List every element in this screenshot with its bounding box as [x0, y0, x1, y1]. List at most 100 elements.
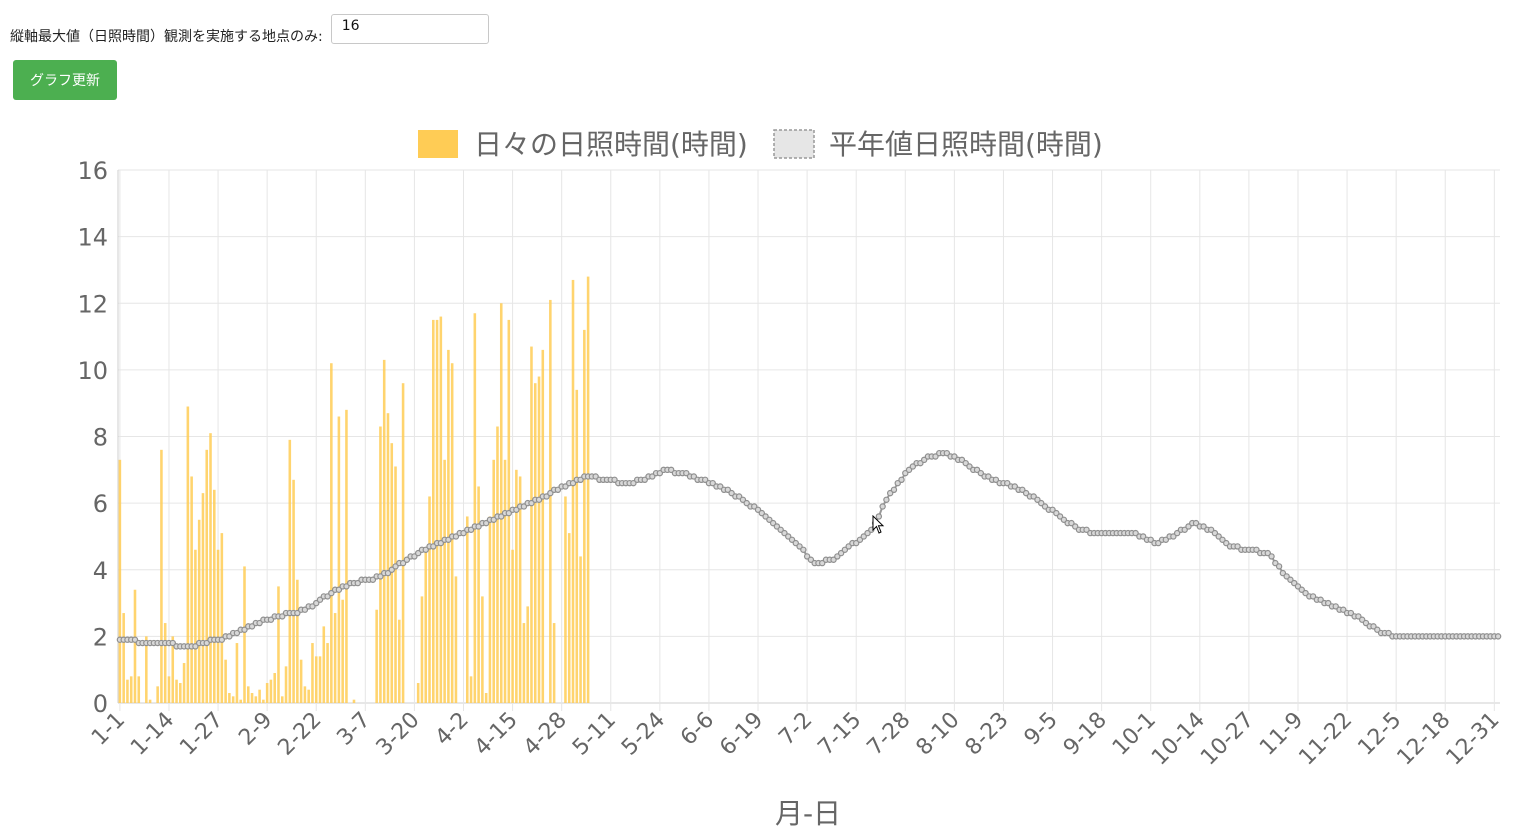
normal-sunshine-point	[1004, 479, 1011, 487]
normal-sunshine-point	[1173, 529, 1181, 537]
daily-sunshine-bar	[122, 613, 125, 703]
x-tick-label: 12-18	[1393, 708, 1456, 771]
daily-sunshine-bar	[186, 406, 190, 703]
daily-sunshine-bar	[235, 643, 239, 703]
normal-sunshine-point	[369, 576, 377, 583]
x-tick-label: 4-28	[519, 708, 572, 761]
normal-sunshine-point	[1162, 536, 1170, 543]
y-tick-label: 2	[93, 623, 108, 651]
normal-sunshine-point	[932, 453, 939, 460]
daily-sunshine-bar	[530, 346, 533, 703]
normal-sunshine-point	[769, 519, 777, 527]
normal-sunshine-point	[399, 559, 407, 567]
normal-sunshine-point	[392, 563, 399, 570]
daily-sunshine-bar	[401, 383, 405, 703]
normal-sunshine-point	[1155, 539, 1162, 547]
daily-sunshine-bar	[511, 549, 514, 703]
normal-sunshine-point	[796, 543, 803, 550]
normal-sunshine-point	[886, 489, 894, 497]
normal-sunshine-point	[1268, 553, 1275, 560]
normal-sunshine-point	[743, 499, 750, 507]
normal-sunshine-point	[739, 496, 747, 503]
normal-sunshine-path	[119, 452, 1499, 648]
mouse-pointer-icon	[872, 515, 885, 534]
daily-sunshine-bar	[394, 466, 397, 703]
normal-sunshine-point	[301, 606, 309, 613]
normal-sunshine-point	[1264, 549, 1271, 557]
normal-sunshine-point	[335, 586, 343, 593]
daily-sunshine-bar	[314, 656, 318, 703]
x-tick-label: 9-5	[1020, 708, 1063, 751]
normal-sunshine-point	[554, 486, 562, 493]
normal-sunshine-point	[294, 609, 301, 617]
daily-sunshine-bar	[537, 376, 541, 703]
normal-sunshine-point	[754, 506, 762, 513]
normal-sunshine-point	[411, 553, 418, 560]
normal-sunshine-point	[1170, 533, 1177, 540]
x-tick-label: 3-20	[372, 708, 425, 761]
normal-sunshine-point	[1317, 596, 1324, 603]
x-axis-ticks: 1-11-141-27 2-92-22 3-73-20 4-24-154-285-11…	[87, 708, 1505, 771]
normal-sunshine-point	[630, 479, 637, 487]
daily-sunshine-bar	[420, 596, 424, 703]
normal-sunshine-point	[1234, 543, 1241, 550]
x-tick-label: 3-7	[332, 708, 375, 751]
daily-sunshine-bar	[250, 693, 254, 703]
normal-sunshine-point	[1207, 526, 1215, 533]
normal-sunshine-point	[1272, 559, 1279, 567]
y-axis-ticks: 0 2 4 6 8 10 12 14 16	[77, 157, 108, 718]
daily-sunshine-bar	[190, 476, 193, 703]
x-tick-label: 6-6	[676, 708, 719, 751]
normal-sunshine-point	[248, 623, 256, 630]
sunshine-chart: 0 2 4 6 8 10 12 14 16 1-11-141-27 2-92-22 3-73-20 4…	[77, 128, 1505, 830]
normal-sunshine-point	[505, 509, 513, 517]
normal-sunshine-point	[920, 456, 928, 464]
normal-sunshine-point	[498, 513, 505, 520]
x-tick-label: 10-14	[1147, 708, 1210, 771]
x-tick-label: 7-28	[863, 708, 916, 761]
normal-sunshine-point	[267, 616, 275, 623]
daily-sunshine-bar	[428, 496, 431, 703]
ymax-input[interactable]	[330, 14, 489, 44]
normal-sunshine-point	[860, 533, 867, 540]
y-tick-label: 16	[77, 157, 108, 185]
normal-sunshine-point	[958, 456, 966, 464]
normal-sunshine-point	[1219, 536, 1226, 543]
normal-sunshine-point	[735, 493, 743, 500]
daily-sunshine-bar	[337, 416, 341, 703]
daily-sunshine-bars	[118, 276, 590, 703]
normal-sunshine-point	[1223, 539, 1230, 547]
normal-sunshine-point	[943, 449, 951, 457]
normal-sunshine-point	[773, 523, 781, 530]
daily-sunshine-bar	[269, 679, 273, 703]
update-graph-button[interactable]: グラフ更新	[13, 60, 117, 100]
daily-sunshine-bar	[179, 683, 182, 703]
daily-sunshine-bar	[575, 389, 579, 703]
y-tick-label: 0	[93, 690, 108, 718]
x-tick-label: 4-2	[431, 708, 474, 751]
x-tick-label: 12-31	[1442, 708, 1505, 771]
x-axis-label: 月-日	[775, 797, 841, 830]
daily-sunshine-bar	[416, 683, 420, 703]
normal-sunshine-point	[985, 473, 992, 480]
daily-sunshine-bar	[273, 673, 276, 703]
daily-sunshine-bar	[129, 676, 133, 703]
normal-sunshine-point	[834, 553, 841, 560]
normal-sunshine-point	[852, 539, 860, 547]
daily-sunshine-bar	[549, 299, 552, 703]
daily-sunshine-bar	[583, 329, 586, 703]
daily-sunshine-bar	[322, 626, 326, 703]
daily-sunshine-bar	[118, 459, 122, 703]
normal-sunshine-point	[841, 546, 849, 553]
daily-sunshine-bar	[375, 609, 378, 703]
normal-sunshine-point	[992, 476, 1000, 484]
normal-sunshine-point	[328, 589, 335, 597]
normal-sunshine-point	[894, 479, 901, 487]
normal-sunshine-point	[384, 569, 392, 577]
normal-sunshine-point	[241, 626, 248, 633]
normal-sunshine-point	[377, 573, 384, 580]
normal-sunshine-point	[807, 556, 815, 563]
daily-sunshine-bar	[382, 359, 386, 703]
normal-sunshine-point	[641, 476, 648, 484]
x-tick-label: 6-19	[715, 708, 768, 761]
